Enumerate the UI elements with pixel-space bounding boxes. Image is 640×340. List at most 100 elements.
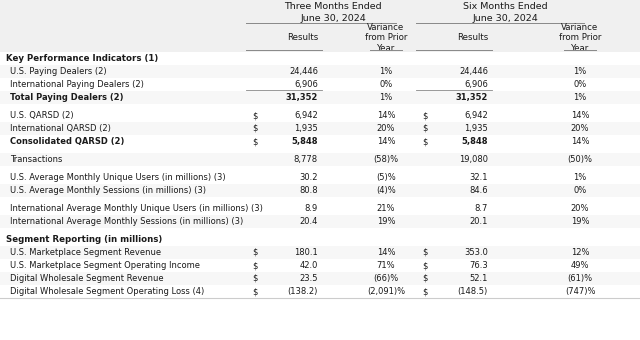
- Bar: [0, 153, 640, 166]
- Text: Transactions: Transactions: [10, 155, 62, 164]
- Bar: [0, 24, 640, 52]
- Text: $: $: [252, 287, 257, 296]
- Text: 0%: 0%: [573, 186, 587, 195]
- Text: 14%: 14%: [571, 137, 589, 146]
- Bar: [0, 135, 640, 148]
- Text: Three Months Ended: Three Months Ended: [284, 2, 382, 11]
- Text: 84.6: 84.6: [469, 186, 488, 195]
- Text: U.S. Marketplace Segment Revenue: U.S. Marketplace Segment Revenue: [10, 248, 161, 257]
- Bar: [0, 202, 640, 215]
- Text: International Average Monthly Sessions (in millions) (3): International Average Monthly Sessions (…: [10, 217, 243, 226]
- Text: June 30, 2024: June 30, 2024: [300, 14, 366, 23]
- Bar: [0, 78, 640, 91]
- Text: 20.1: 20.1: [470, 217, 488, 226]
- Text: $: $: [422, 261, 428, 270]
- Text: (4)%: (4)%: [376, 186, 396, 195]
- Text: $: $: [422, 111, 428, 120]
- Text: 21%: 21%: [377, 204, 396, 213]
- Text: 49%: 49%: [571, 261, 589, 270]
- Bar: [0, 13, 640, 24]
- Text: $: $: [252, 248, 257, 257]
- Text: 1,935: 1,935: [294, 124, 318, 133]
- Text: 31,352: 31,352: [285, 93, 318, 102]
- Text: $: $: [422, 274, 428, 283]
- Bar: [0, 184, 640, 197]
- Text: 353.0: 353.0: [464, 248, 488, 257]
- Text: 8.9: 8.9: [305, 204, 318, 213]
- Text: 20%: 20%: [571, 124, 589, 133]
- Text: (2,091)%: (2,091)%: [367, 287, 405, 296]
- Text: 1%: 1%: [573, 93, 587, 102]
- Text: U.S. Average Monthly Sessions (in millions) (3): U.S. Average Monthly Sessions (in millio…: [10, 186, 206, 195]
- Text: 0%: 0%: [573, 80, 587, 89]
- Bar: [0, 109, 640, 122]
- Text: 14%: 14%: [377, 137, 396, 146]
- Text: International QARSD (2): International QARSD (2): [10, 124, 111, 133]
- Text: 5,848: 5,848: [461, 137, 488, 146]
- Text: $: $: [252, 137, 257, 146]
- Text: 42.0: 42.0: [300, 261, 318, 270]
- Text: International Average Monthly Unique Users (in millions) (3): International Average Monthly Unique Use…: [10, 204, 263, 213]
- Text: $: $: [252, 124, 257, 133]
- Bar: [0, 171, 640, 184]
- Text: 1%: 1%: [573, 173, 587, 182]
- Text: (148.5): (148.5): [458, 287, 488, 296]
- Text: Variance
from Prior
Year: Variance from Prior Year: [559, 23, 601, 53]
- Text: (58)%: (58)%: [373, 155, 399, 164]
- Text: $: $: [252, 111, 257, 120]
- Text: 20%: 20%: [571, 204, 589, 213]
- Text: 19,080: 19,080: [459, 155, 488, 164]
- Text: U.S. Marketplace Segment Operating Income: U.S. Marketplace Segment Operating Incom…: [10, 261, 200, 270]
- Text: $: $: [422, 248, 428, 257]
- Text: 14%: 14%: [377, 248, 396, 257]
- Text: (50)%: (50)%: [568, 155, 593, 164]
- Text: 80.8: 80.8: [300, 186, 318, 195]
- Text: $: $: [422, 137, 428, 146]
- Text: 12%: 12%: [571, 248, 589, 257]
- Text: 1,935: 1,935: [464, 124, 488, 133]
- Text: (5)%: (5)%: [376, 173, 396, 182]
- Text: U.S. Average Monthly Unique Users (in millions) (3): U.S. Average Monthly Unique Users (in mi…: [10, 173, 226, 182]
- Text: Key Performance Indicators (1): Key Performance Indicators (1): [6, 54, 158, 63]
- Text: 14%: 14%: [377, 111, 396, 120]
- Text: Results: Results: [287, 34, 318, 42]
- Text: Consolidated QARSD (2): Consolidated QARSD (2): [10, 137, 124, 146]
- Text: 20%: 20%: [377, 124, 396, 133]
- Bar: [0, 233, 640, 246]
- Text: $: $: [422, 124, 428, 133]
- Text: Digital Wholesale Segment Operating Loss (4): Digital Wholesale Segment Operating Loss…: [10, 287, 204, 296]
- Text: $: $: [252, 261, 257, 270]
- Text: $: $: [252, 274, 257, 283]
- Bar: [0, 215, 640, 228]
- Bar: [0, 122, 640, 135]
- Text: 19%: 19%: [571, 217, 589, 226]
- Bar: [0, 246, 640, 259]
- Bar: [0, 0, 640, 13]
- Bar: [0, 272, 640, 285]
- Text: 6,906: 6,906: [294, 80, 318, 89]
- Text: Total Paying Dealers (2): Total Paying Dealers (2): [10, 93, 124, 102]
- Text: 20.4: 20.4: [300, 217, 318, 226]
- Text: 52.1: 52.1: [470, 274, 488, 283]
- Text: Results: Results: [457, 34, 488, 42]
- Text: Digital Wholesale Segment Revenue: Digital Wholesale Segment Revenue: [10, 274, 164, 283]
- Text: 19%: 19%: [377, 217, 396, 226]
- Text: 180.1: 180.1: [294, 248, 318, 257]
- Bar: [0, 285, 640, 298]
- Text: June 30, 2024: June 30, 2024: [472, 14, 538, 23]
- Text: U.S. QARSD (2): U.S. QARSD (2): [10, 111, 74, 120]
- Text: 6,942: 6,942: [464, 111, 488, 120]
- Text: (66)%: (66)%: [373, 274, 399, 283]
- Text: 30.2: 30.2: [300, 173, 318, 182]
- Text: U.S. Paying Dealers (2): U.S. Paying Dealers (2): [10, 67, 107, 76]
- Text: International Paying Dealers (2): International Paying Dealers (2): [10, 80, 144, 89]
- Text: $: $: [422, 287, 428, 296]
- Text: 31,352: 31,352: [456, 93, 488, 102]
- Bar: [0, 65, 640, 78]
- Text: (138.2): (138.2): [287, 287, 318, 296]
- Text: 14%: 14%: [571, 111, 589, 120]
- Text: 0%: 0%: [380, 80, 392, 89]
- Text: Six Months Ended: Six Months Ended: [463, 2, 547, 11]
- Text: 1%: 1%: [380, 93, 392, 102]
- Text: Segment Reporting (in millions): Segment Reporting (in millions): [6, 235, 163, 244]
